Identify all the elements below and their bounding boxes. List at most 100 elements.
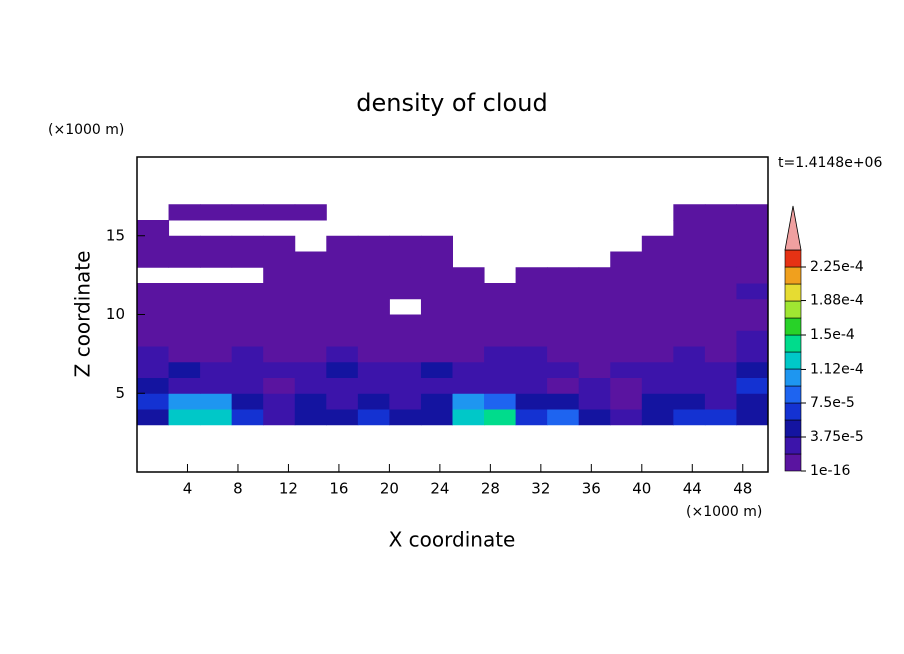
- contour-cell: [326, 361, 359, 378]
- contour-cell: [578, 361, 611, 378]
- contour-cell: [704, 235, 737, 252]
- contour-cell: [200, 346, 233, 363]
- contour-cell: [231, 409, 264, 426]
- contour-cell: [294, 314, 327, 331]
- contour-cell: [389, 235, 422, 252]
- colorbar-band: [784, 385, 802, 404]
- contour-cell: [326, 235, 359, 252]
- contour-cell: [168, 251, 201, 268]
- contour-cell: [200, 251, 233, 268]
- contour-cell: [704, 346, 737, 363]
- x-tick-label: 40: [632, 480, 651, 498]
- contour-cell: [736, 393, 769, 410]
- contour-cell: [736, 251, 769, 268]
- contour-cell: [484, 393, 517, 410]
- contour-cell: [168, 298, 201, 315]
- x-tick-label: 28: [481, 480, 500, 498]
- contour-cell: [263, 377, 296, 394]
- contour-cell: [610, 346, 643, 363]
- contour-cell: [704, 314, 737, 331]
- contour-cell: [736, 346, 769, 363]
- contour-cell: [578, 393, 611, 410]
- contour-cell: [673, 235, 706, 252]
- contour-cell: [484, 361, 517, 378]
- colorbar-band: [784, 351, 802, 370]
- y-axis-label: Z coordinate: [71, 251, 95, 378]
- contour-cell: [452, 330, 485, 347]
- contour-cell: [452, 377, 485, 394]
- colorbar-tick-label: 3.75e-5: [810, 429, 864, 445]
- contour-cell: [673, 204, 706, 221]
- contour-cell: [515, 267, 548, 284]
- contour-cell: [673, 346, 706, 363]
- contour-cell: [263, 251, 296, 268]
- contour-cell: [137, 298, 170, 315]
- x-tick-label: 32: [531, 480, 550, 498]
- contour-cell: [231, 361, 264, 378]
- contour-cell: [420, 314, 453, 331]
- contour-cell: [357, 361, 390, 378]
- contour-cell: [137, 409, 170, 426]
- contour-cell: [357, 283, 390, 300]
- colorbar-band: [784, 453, 802, 472]
- x-unit: (×1000 m): [686, 504, 762, 520]
- contour-cell: [168, 283, 201, 300]
- contour-cell: [326, 314, 359, 331]
- y-unit: (×1000 m): [48, 122, 124, 138]
- contour-cell: [547, 377, 580, 394]
- contour-cell: [168, 330, 201, 347]
- contour-cell: [610, 393, 643, 410]
- contour-field: [137, 204, 769, 426]
- contour-cell: [484, 377, 517, 394]
- contour-cell: [294, 346, 327, 363]
- contour-cell: [326, 298, 359, 315]
- contour-cell: [673, 220, 706, 237]
- contour-cell: [389, 409, 422, 426]
- x-tick-label: 20: [380, 480, 399, 498]
- contour-cell: [200, 314, 233, 331]
- contour-cell: [515, 346, 548, 363]
- contour-cell: [641, 298, 674, 315]
- contour-cell: [515, 409, 548, 426]
- contour-cell: [231, 346, 264, 363]
- colorbar-band: [784, 317, 802, 336]
- x-tick-label: 16: [329, 480, 348, 498]
- contour-cell: [294, 298, 327, 315]
- contour-cell: [294, 251, 327, 268]
- contour-cell: [200, 330, 233, 347]
- contour-cell: [389, 251, 422, 268]
- contour-cell: [420, 393, 453, 410]
- contour-cell: [326, 377, 359, 394]
- contour-cell: [547, 361, 580, 378]
- contour-cell: [452, 298, 485, 315]
- contour-cell: [420, 267, 453, 284]
- contour-cell: [452, 267, 485, 284]
- contour-cell: [610, 409, 643, 426]
- colorbar-band: [784, 300, 802, 319]
- contour-cell: [168, 314, 201, 331]
- colorbar-band: [784, 283, 802, 302]
- contour-cell: [420, 361, 453, 378]
- colorbar-band: [784, 266, 802, 285]
- x-tick-label: 4: [183, 480, 193, 498]
- contour-cell: [168, 393, 201, 410]
- contour-cell: [610, 377, 643, 394]
- contour-cell: [263, 330, 296, 347]
- contour-cell: [326, 267, 359, 284]
- contour-cell: [704, 361, 737, 378]
- contour-cell: [137, 393, 170, 410]
- time-annotation: t=1.4148e+06: [778, 155, 882, 171]
- contour-cell: [704, 204, 737, 221]
- contour-cell: [578, 267, 611, 284]
- colorbar-tick-label: 2.25e-4: [810, 259, 864, 275]
- contour-cell: [200, 377, 233, 394]
- colorbar-over: [784, 205, 802, 251]
- contour-cell: [420, 330, 453, 347]
- contour-cell: [420, 346, 453, 363]
- contour-cell: [168, 377, 201, 394]
- contour-cell: [641, 267, 674, 284]
- contour-cell: [231, 393, 264, 410]
- contour-cell: [137, 220, 170, 237]
